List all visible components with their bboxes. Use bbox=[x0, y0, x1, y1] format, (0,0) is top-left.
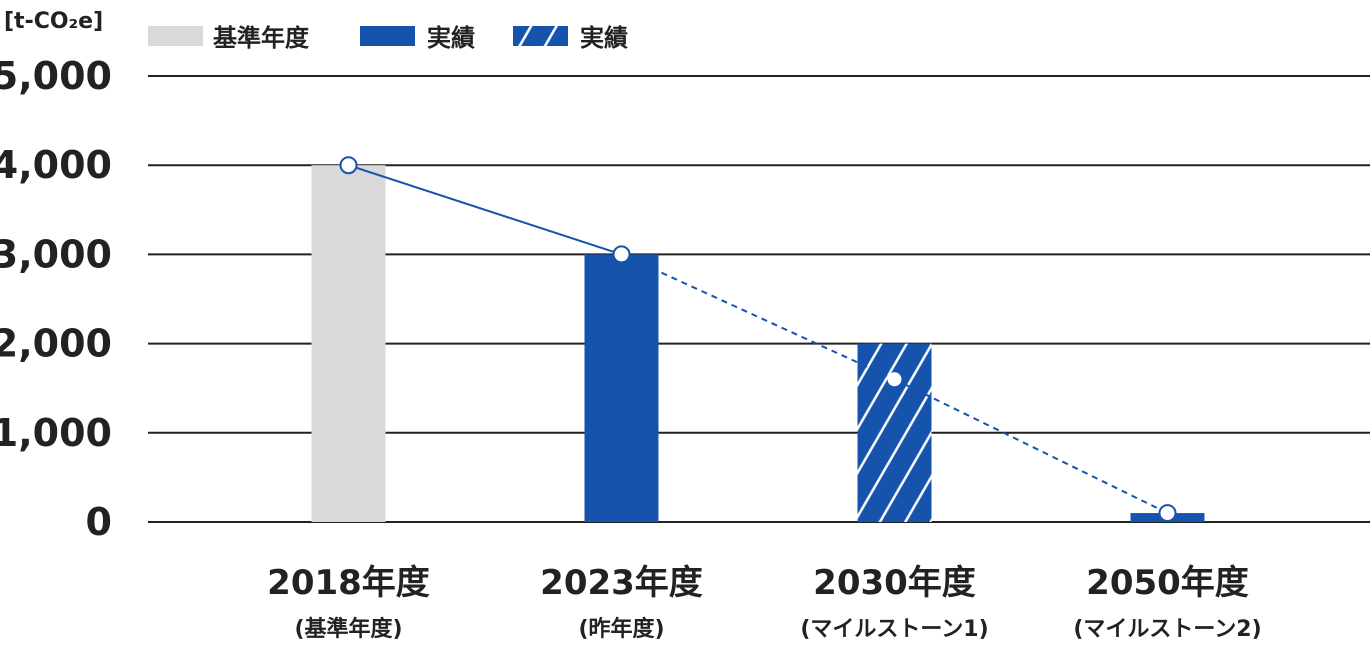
y-tick-label-2000: 2,000 bbox=[0, 322, 112, 366]
y-tick-label-5000: 5,000 bbox=[0, 54, 112, 98]
trend-point-2 bbox=[612, 245, 631, 264]
x-category-sublabel-4: (マイルストーン2) bbox=[1073, 617, 1261, 642]
y-axis-unit-label: [t-CO₂e] bbox=[4, 9, 103, 34]
x-category-label-4: 2050年度 bbox=[1086, 563, 1249, 603]
trend-line bbox=[339, 156, 1177, 523]
y-tick-label-4000: 4,000 bbox=[0, 143, 112, 187]
x-category-label-3: 2030年度 bbox=[813, 563, 976, 603]
y-tick-label-1000: 1,000 bbox=[0, 411, 112, 455]
legend-swatch-1 bbox=[148, 26, 203, 46]
legend-label-2: 実績 bbox=[427, 24, 475, 52]
bar-1 bbox=[311, 165, 386, 522]
bars bbox=[311, 165, 1205, 522]
legend-swatch-3 bbox=[513, 26, 568, 46]
y-axis-tick-labels: 0 1,000 2,000 3,000 4,000 5,000 bbox=[0, 54, 112, 544]
trend-point-1 bbox=[339, 156, 358, 175]
trend-segment-3 bbox=[894, 378, 1168, 514]
legend: 基準年度 実績 実績 bbox=[148, 24, 628, 52]
trend-point-3 bbox=[887, 372, 902, 387]
x-category-sublabel-2: (昨年度) bbox=[578, 616, 664, 642]
x-category-sublabel-3: (マイルストーン1) bbox=[800, 617, 988, 642]
y-tick-label-3000: 3,000 bbox=[0, 232, 112, 276]
x-axis-category-labels: 2018年度 (基準年度) 2023年度 (昨年度) 2030年度 (マイルストーン1) 2… bbox=[267, 563, 1261, 642]
bar-2 bbox=[584, 254, 659, 522]
legend-label-1: 基準年度 bbox=[213, 24, 310, 52]
y-tick-label-0: 0 bbox=[86, 500, 112, 544]
bar-3 bbox=[857, 343, 932, 522]
legend-label-3: 実績 bbox=[580, 24, 628, 52]
trend-segment-1 bbox=[348, 164, 622, 256]
legend-swatch-2 bbox=[360, 26, 415, 46]
x-category-label-2: 2023年度 bbox=[540, 563, 703, 603]
x-category-label-1: 2018年度 bbox=[267, 563, 430, 603]
trend-point-4 bbox=[1158, 504, 1177, 523]
trend-segment-2 bbox=[621, 253, 895, 381]
x-category-sublabel-1: (基準年度) bbox=[294, 616, 402, 642]
